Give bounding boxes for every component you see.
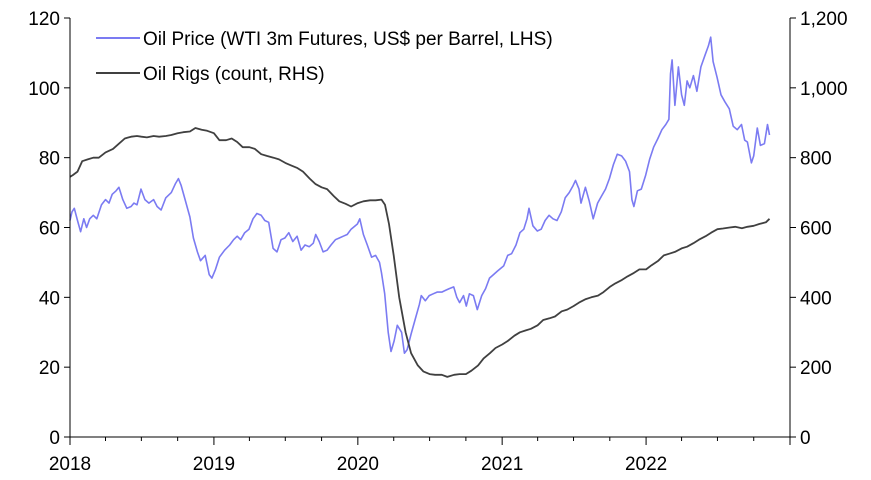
y-right-tick-label: 1,000 [800, 79, 848, 100]
x-tick-label: 2019 [193, 454, 235, 475]
plot-area [69, 36, 771, 378]
x-tick-label: 2022 [625, 454, 667, 475]
y-left-tick-label: 80 [39, 149, 60, 170]
x-tick-label: 2018 [49, 454, 91, 475]
legend: Oil Price (WTI 3m Futures, US$ per Barre… [96, 29, 553, 85]
y-left-tick-label: 40 [39, 288, 60, 309]
y-left-tick-label: 20 [39, 358, 60, 379]
oil-rigs-line [69, 127, 771, 378]
axes: 0 20 40 60 80 100 120 0 200 400 600 800 1,000 1,200 20… [28, 9, 847, 475]
y-left-tick-label: 0 [49, 428, 60, 449]
x-tick-label: 2020 [337, 454, 379, 475]
y-right-tick-label: 800 [800, 149, 832, 170]
y-right-tick-label: 1,200 [800, 9, 848, 30]
y-right-tick-label: 400 [800, 288, 832, 309]
y-left-tick-label: 100 [28, 79, 60, 100]
y-left-tick-label: 120 [28, 9, 60, 30]
y-left-tick-label: 60 [39, 219, 60, 240]
y-right-tick-label: 600 [800, 219, 832, 240]
legend-label-oil-rigs: Oil Rigs (count, RHS) [143, 64, 325, 85]
y-right-tick-label: 200 [800, 358, 832, 379]
oil-price-line [69, 36, 771, 354]
x-tick-label: 2021 [481, 454, 523, 475]
legend-label-oil-price: Oil Price (WTI 3m Futures, US$ per Barre… [143, 29, 553, 50]
y-right-tick-label: 0 [800, 428, 811, 449]
